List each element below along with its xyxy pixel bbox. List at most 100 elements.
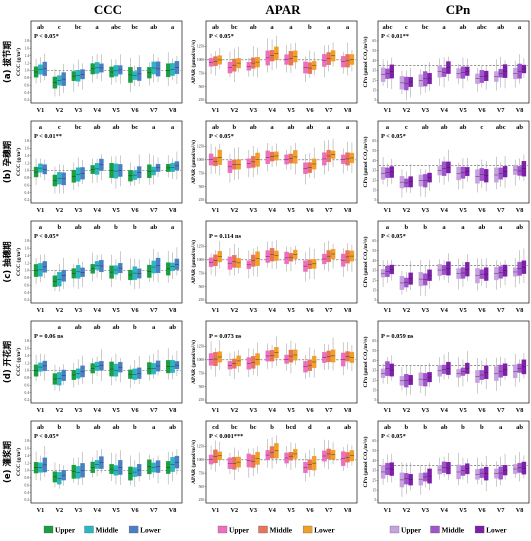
y-tick-label: 35 (372, 169, 376, 173)
y-tick-label: 15 (372, 88, 376, 92)
significance-letter-V8: ab (169, 424, 176, 431)
x-tick-label-V1: V1 (37, 207, 45, 214)
p-value-label: P < 0.01** (381, 33, 409, 40)
x-tick-label-V1: V1 (384, 107, 392, 114)
significance-letter-V7: a (327, 24, 331, 31)
row-label-2: (b) 孕穗期 (2, 140, 13, 183)
y-tick-label: 1.0 (25, 269, 30, 273)
x-tick-label-V3: V3 (249, 407, 257, 414)
x-tick-label-V3: V3 (421, 307, 429, 314)
significance-letter-V7: a (327, 424, 331, 431)
significance-letter-V3: ab (422, 124, 429, 131)
y-tick-label: 500 (199, 185, 205, 189)
significance-letter-V7: a (499, 224, 503, 231)
p-value-label: P = 0.059 ns (381, 333, 414, 340)
legend-swatch-middle (84, 525, 94, 534)
x-tick-label-V7: V7 (497, 107, 505, 114)
y-tick-label: 1.2 (25, 61, 30, 65)
significance-letter-V3: bc (422, 24, 429, 31)
y-tick-label: 45 (372, 259, 376, 263)
significance-letter-V3: ab (250, 24, 257, 31)
x-tick-label-V1: V1 (212, 507, 220, 514)
panel-ccc-row1: 0.2 0.4 0.6 0.8 1.0 1.2 1.4 1.6 1.8 CCC (g/m²) ab V… (15, 20, 183, 114)
y-tick-label: 5 (374, 398, 376, 402)
x-tick-label-V8: V8 (516, 507, 524, 514)
x-tick-label-V3: V3 (421, 407, 429, 414)
significance-letter-V1: cd (212, 424, 219, 431)
y-tick-label: 750 (199, 471, 205, 475)
y-tick-label: 1.0 (25, 69, 30, 73)
x-tick-label-V1: V1 (37, 507, 45, 514)
x-tick-label-V3: V3 (249, 207, 257, 214)
y-tick-label: 1.6 (25, 247, 30, 251)
y-tick-label: 1.4 (25, 154, 30, 158)
y-tick-label: 5 (374, 98, 376, 102)
significance-letter-V1: ab (384, 424, 391, 431)
p-value-label: P < 0.01** (34, 133, 62, 140)
significance-letter-V8: ab (344, 424, 351, 431)
significance-letter-V8: a (171, 24, 175, 31)
x-tick-label-V3: V3 (74, 107, 82, 114)
y-axis-label: APAR (μmol/m²/s) (190, 340, 197, 384)
x-tick-label-V5: V5 (459, 407, 467, 414)
y-tick-label: 1250 (197, 445, 204, 449)
x-tick-label-V8: V8 (169, 107, 177, 114)
significance-letter-V3: b (76, 424, 80, 431)
significance-letter-V4: ab (94, 124, 101, 131)
y-tick-label: 15 (372, 488, 376, 492)
significance-letter-V4: a (442, 224, 446, 231)
p-value-label: P < 0.001*** (209, 433, 243, 440)
significance-letter-V1: ab (212, 24, 219, 31)
panel-frame (377, 420, 530, 504)
legend-cpn: Upper Middle Lower (389, 525, 507, 535)
x-tick-label-V6: V6 (131, 107, 139, 114)
y-axis-label: CPn (μmol CO₂/m²/s) (362, 336, 369, 387)
significance-letter-V4: b (270, 424, 274, 431)
y-tick-label: 55 (372, 249, 376, 253)
y-tick-label: 55 (372, 149, 376, 153)
p-value-label: P = 0.114 ns (209, 233, 242, 240)
y-axis-label: APAR (μmol/m²/s) (190, 40, 197, 84)
y-axis-label: CCC (g/m²) (15, 148, 22, 176)
x-tick-label-V1: V1 (384, 207, 392, 214)
significance-letter-V7: ab (497, 24, 504, 31)
legend-label-middle: Middle (270, 526, 293, 535)
y-tick-label: 0.4 (25, 91, 30, 95)
column-title-apar: APAR (265, 2, 301, 17)
column-title-ccc: CCC (94, 2, 122, 17)
legend-apar: Upper Middle Lower (217, 526, 335, 535)
legend-label-upper: Upper (229, 526, 250, 535)
x-tick-label-V8: V8 (344, 207, 352, 214)
y-tick-label: 1.4 (25, 454, 30, 458)
significance-letter-V5: ab (287, 124, 294, 131)
significance-letter-V5: a (461, 224, 465, 231)
x-tick-label-V7: V7 (497, 507, 505, 514)
x-tick-label-V6: V6 (478, 407, 486, 414)
significance-letter-V5: b (114, 224, 118, 231)
significance-letter-V1: ab (212, 124, 219, 131)
legend-label-lower: Lower (486, 526, 507, 535)
significance-letter-V7: a (152, 324, 156, 331)
x-tick-label-V8: V8 (344, 307, 352, 314)
significance-letter-V7: abc (496, 124, 506, 131)
significance-letter-V7: ab (150, 24, 157, 31)
row-label-5: (e) 灌浆期 (2, 441, 13, 483)
x-tick-label-V3: V3 (421, 107, 429, 114)
x-tick-label-V4: V4 (268, 307, 276, 314)
x-tick-label-V3: V3 (74, 407, 82, 414)
y-tick-label: 55 (372, 49, 376, 53)
significance-letter-V1: a (39, 124, 43, 131)
significance-letter-V4: a (95, 24, 99, 31)
p-value-label: P = 0.06 ns (34, 333, 64, 340)
significance-letter-V8: a (171, 124, 175, 131)
legend-swatch-middle (430, 525, 440, 534)
significance-letter-V1: a (39, 224, 43, 231)
significance-letter-V6: ab (306, 124, 313, 131)
row-label-1: (a) 拔节期 (2, 41, 13, 83)
significance-letter-V1: abc (382, 24, 392, 31)
significance-letter-V6: abc (477, 24, 487, 31)
